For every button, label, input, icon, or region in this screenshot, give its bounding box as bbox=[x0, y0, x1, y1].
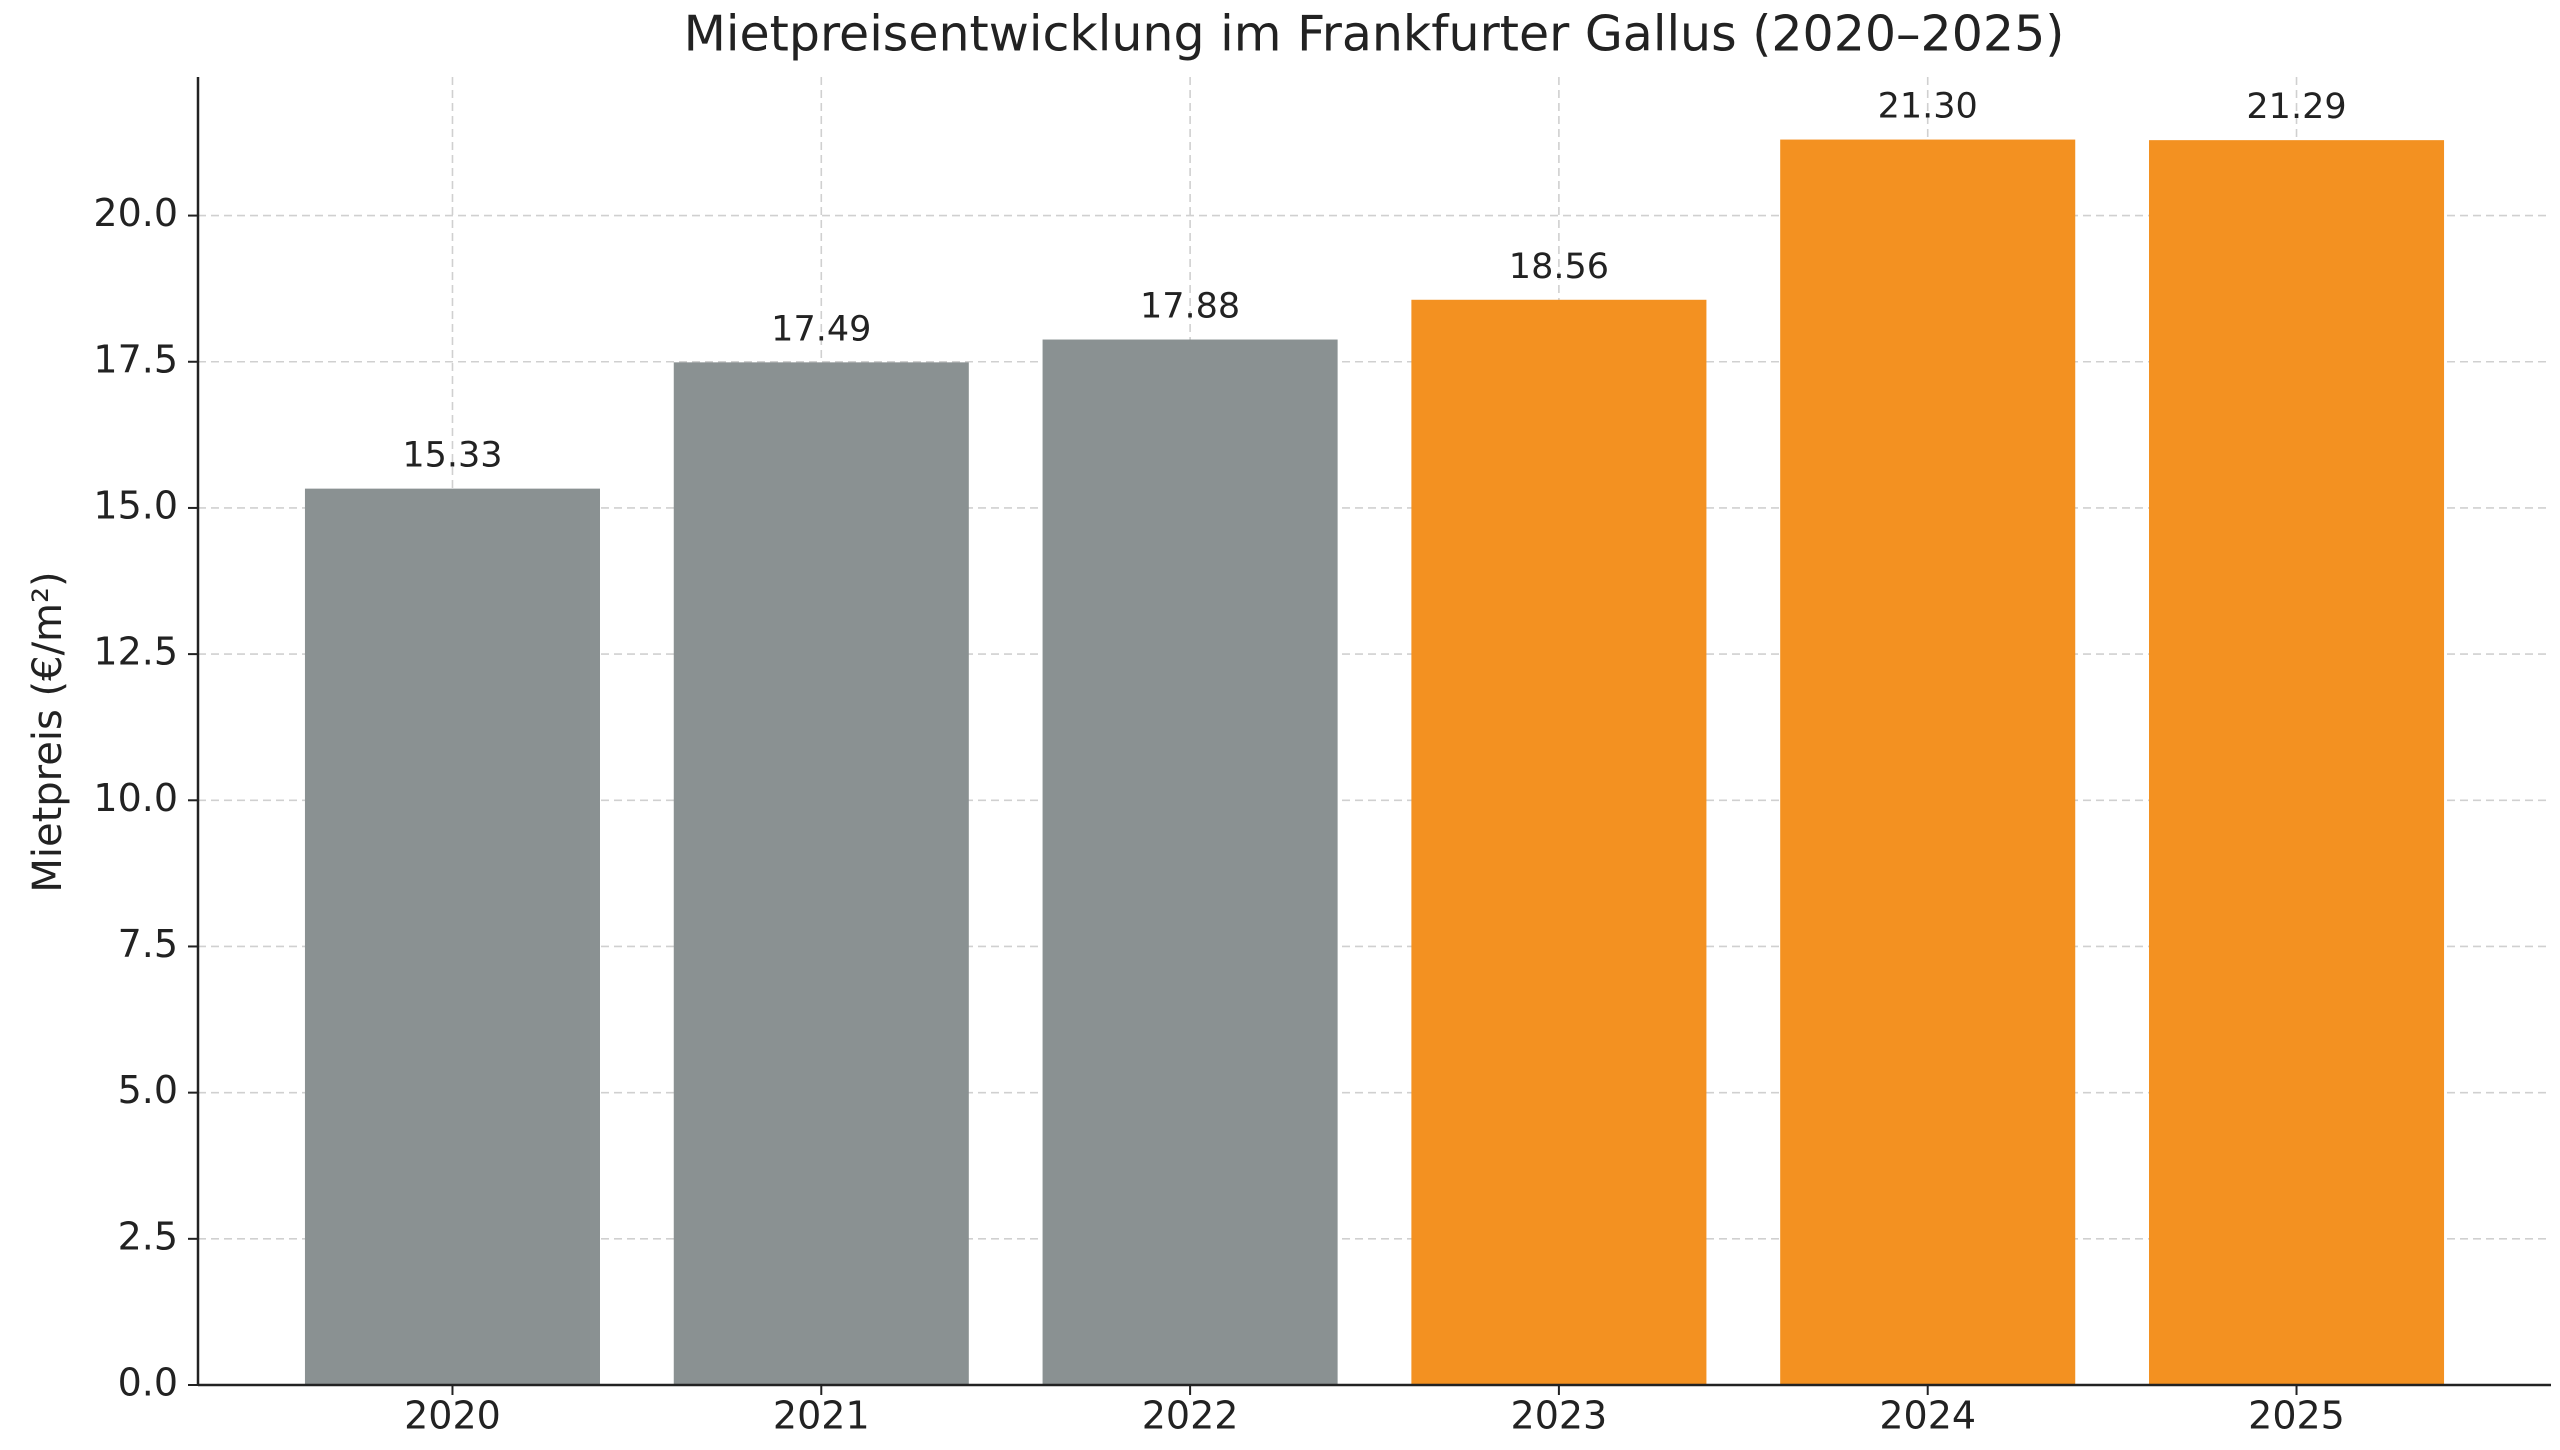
x-tick-label: 2024 bbox=[1879, 1394, 1976, 1438]
y-tick-label: 17.5 bbox=[93, 337, 178, 381]
y-tick-label: 5.0 bbox=[118, 1068, 178, 1112]
y-tick-label: 15.0 bbox=[93, 483, 178, 527]
value-label: 15.33 bbox=[402, 436, 502, 476]
bar bbox=[2148, 140, 2445, 1385]
x-tick-label: 2022 bbox=[1142, 1394, 1239, 1438]
bar bbox=[673, 362, 969, 1385]
bar bbox=[1042, 339, 1338, 1386]
chart-title: Mietpreisentwicklung im Frankfurter Gall… bbox=[684, 6, 2065, 63]
value-label: 18.56 bbox=[1509, 247, 1609, 287]
y-axis-label: Mietpreis (€/m²) bbox=[25, 571, 71, 892]
x-tick-label: 2021 bbox=[773, 1394, 870, 1438]
x-tick-label: 2025 bbox=[2248, 1394, 2345, 1438]
value-label: 21.30 bbox=[1878, 87, 1978, 127]
value-label: 17.49 bbox=[771, 309, 871, 349]
y-tick-label: 12.5 bbox=[93, 630, 178, 674]
y-tick-label: 20.0 bbox=[93, 191, 178, 235]
y-tick-label: 2.5 bbox=[118, 1214, 178, 1258]
value-label: 17.88 bbox=[1140, 287, 1240, 327]
value-label: 21.29 bbox=[2246, 87, 2346, 127]
y-tick-label: 7.5 bbox=[118, 922, 178, 966]
bar bbox=[304, 488, 601, 1385]
x-tick-label: 2023 bbox=[1511, 1394, 1608, 1438]
bar bbox=[1411, 299, 1707, 1385]
bar bbox=[1780, 139, 2076, 1385]
y-tick-label: 0.0 bbox=[118, 1361, 178, 1405]
x-tick-label: 2020 bbox=[404, 1394, 501, 1438]
y-tick-label: 10.0 bbox=[93, 776, 178, 820]
